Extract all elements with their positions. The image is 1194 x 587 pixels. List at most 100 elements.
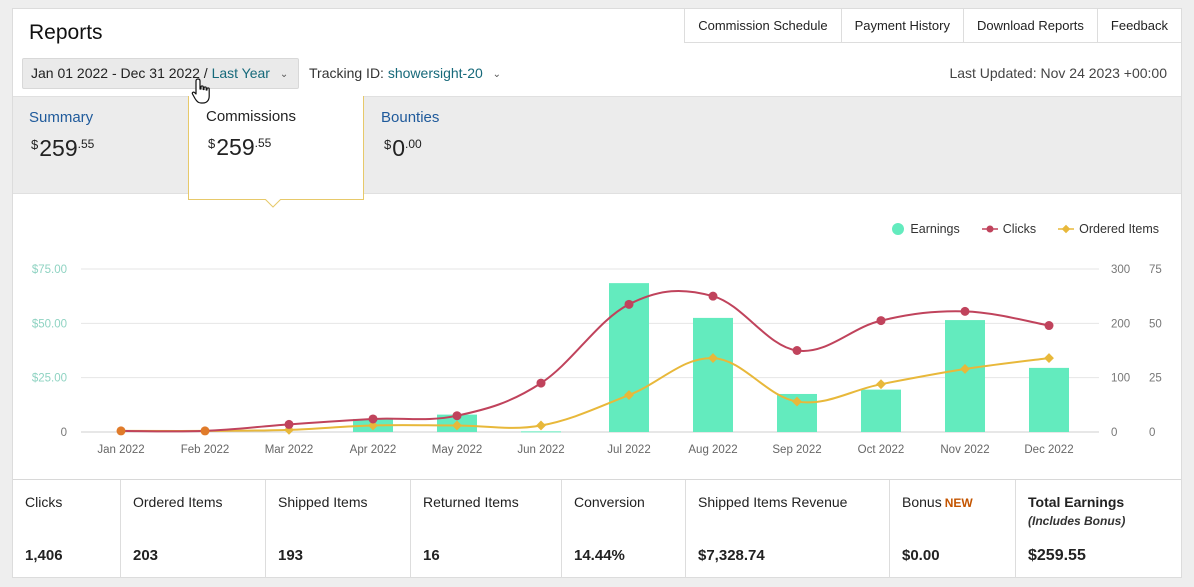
ordered-items-point	[452, 420, 462, 431]
legend-ordered-items[interactable]: Ordered Items	[1058, 222, 1159, 236]
y-tick-right-items: 0	[1149, 427, 1155, 439]
date-preset: Last Year	[211, 65, 270, 81]
legend-earnings[interactable]: Earnings	[892, 222, 960, 236]
earnings-chart: 0 $25.00 $50.00 $75.00 0 100 200 300 0 25 50 75 Jan …	[32, 264, 1162, 456]
date-range-dropdown[interactable]: Jan 01 2022 - Dec 31 2022 / Last Year ⌄	[22, 58, 299, 89]
clicks-point	[284, 419, 294, 429]
tracking-id-value: showersight-20	[387, 65, 483, 81]
commission-schedule-button[interactable]: Commission Schedule	[684, 9, 841, 43]
earnings-bar	[945, 320, 985, 432]
x-tick-label: Nov 2022	[940, 444, 989, 456]
metric-value: 203	[133, 547, 159, 564]
x-tick-label: Apr 2022	[350, 444, 397, 456]
ordered-items-point	[624, 390, 634, 401]
y-tick-right-clicks: 0	[1111, 427, 1117, 439]
commissions-label: Commissions	[206, 108, 297, 125]
x-tick-label: Aug 2022	[688, 444, 737, 456]
chevron-down-icon: ⌄	[279, 69, 289, 80]
summary-value: $259.55	[31, 135, 95, 161]
payment-history-button[interactable]: Payment History	[840, 9, 963, 43]
tracking-id-dropdown[interactable]: Tracking ID: showersight-20 ⌄	[309, 65, 501, 81]
x-tick-label: Mar 2022	[265, 444, 314, 456]
metric-label: Clicks	[25, 494, 63, 510]
y-tick-left: $75.00	[32, 264, 67, 276]
earnings-bar	[861, 389, 901, 432]
metric-conversion: Conversion 14.44%	[562, 480, 686, 578]
download-reports-button[interactable]: Download Reports	[962, 9, 1097, 43]
ordered-items-line	[120, 357, 1050, 432]
summary-label: Summary	[29, 109, 94, 126]
metric-value: 1,406	[25, 547, 63, 564]
clicks-point	[536, 378, 546, 388]
clicks-point	[200, 426, 210, 436]
last-updated: Last Updated: Nov 24 2023 +00:00	[949, 65, 1167, 81]
metric-label: Ordered Items	[133, 494, 223, 510]
commissions-value: $259.55	[208, 134, 272, 160]
x-tick-label: Sep 2022	[772, 444, 821, 456]
x-tick-label: Jun 2022	[517, 444, 564, 456]
y-tick-left: $25.00	[32, 373, 67, 385]
metric-returned-items: Returned Items 16	[411, 480, 562, 578]
clicks-point	[876, 316, 886, 326]
summary-tile[interactable]: Summary $259.55	[13, 97, 188, 195]
clicks-point	[368, 414, 378, 424]
reports-panel: Reports Commission Schedule Payment Hist…	[12, 8, 1182, 578]
tooltip-caret-icon	[265, 199, 281, 208]
metric-value: $0.00	[902, 547, 940, 564]
earnings-swatch-icon	[892, 223, 905, 235]
metric-value: $259.55	[1028, 547, 1086, 564]
y-tick-right-items: 50	[1149, 318, 1162, 330]
commissions-tile[interactable]: Commissions $259.55	[188, 96, 364, 200]
x-tick-label: Oct 2022	[858, 444, 905, 456]
clicks-point	[624, 299, 634, 309]
metric-value: 193	[278, 547, 304, 564]
metric-label: Conversion	[574, 494, 645, 510]
metric-clicks: Clicks 1,406	[13, 480, 121, 578]
clicks-swatch-icon	[981, 225, 998, 233]
metric-label: Shipped Items Revenue	[698, 494, 848, 510]
bounties-tile[interactable]: Bounties $0.00	[365, 97, 545, 195]
ordered-items-point	[368, 420, 378, 431]
top-nav: Commission Schedule Payment History Down…	[684, 9, 1181, 43]
hand-cursor-icon	[191, 78, 210, 104]
clicks-point	[1044, 321, 1054, 331]
ordered-items-point	[876, 379, 886, 390]
bounties-value: $0.00	[384, 135, 422, 161]
metric-value: $7,328.74	[698, 547, 765, 564]
metric-value: 14.44%	[574, 547, 625, 564]
metric-label: Shipped Items	[278, 494, 368, 510]
legend-clicks[interactable]: Clicks	[981, 222, 1036, 236]
feedback-button[interactable]: Feedback	[1096, 9, 1181, 43]
clicks-point	[708, 291, 718, 301]
x-tick-label: Jan 2022	[97, 444, 144, 456]
earnings-bar	[521, 431, 561, 433]
ordered-items-point	[708, 353, 718, 364]
clicks-line	[120, 289, 1050, 433]
ordered-items-point	[960, 364, 970, 374]
clicks-point	[792, 346, 802, 355]
clicks-point	[452, 411, 462, 421]
earnings-bar	[693, 317, 733, 432]
y-tick-right-clicks: 100	[1111, 373, 1130, 385]
date-range-text: Jan 01 2022 - Dec 31 2022 /	[31, 65, 208, 81]
clicks-point	[116, 426, 126, 436]
y-tick-left: $50.00	[32, 318, 67, 330]
ordered-items-swatch-icon	[1058, 224, 1075, 234]
chevron-down-icon: ⌄	[492, 69, 502, 80]
metric-shipped-items: Shipped Items 193	[266, 480, 411, 578]
bounties-label: Bounties	[381, 109, 440, 126]
clicks-point	[960, 306, 970, 316]
x-tick-label: May 2022	[432, 444, 483, 456]
metric-label: Bonus NEW	[902, 494, 973, 510]
metric-value: 16	[423, 547, 440, 564]
metric-label: Returned Items	[423, 494, 519, 510]
ordered-items-point	[536, 420, 546, 431]
y-tick-right-items: 25	[1149, 373, 1162, 385]
new-badge: NEW	[944, 496, 973, 510]
x-tick-label: Dec 2022	[1024, 444, 1073, 456]
metrics-row: Clicks 1,406 Ordered Items 203 Shipped I…	[13, 479, 1181, 578]
metric-shipped-revenue: Shipped Items Revenue $7,328.74	[686, 480, 890, 578]
y-tick-right-clicks: 300	[1111, 264, 1130, 276]
chart-legend: Earnings Clicks Ordered Items	[892, 222, 1159, 236]
metric-label: Total Earnings	[1028, 494, 1125, 510]
